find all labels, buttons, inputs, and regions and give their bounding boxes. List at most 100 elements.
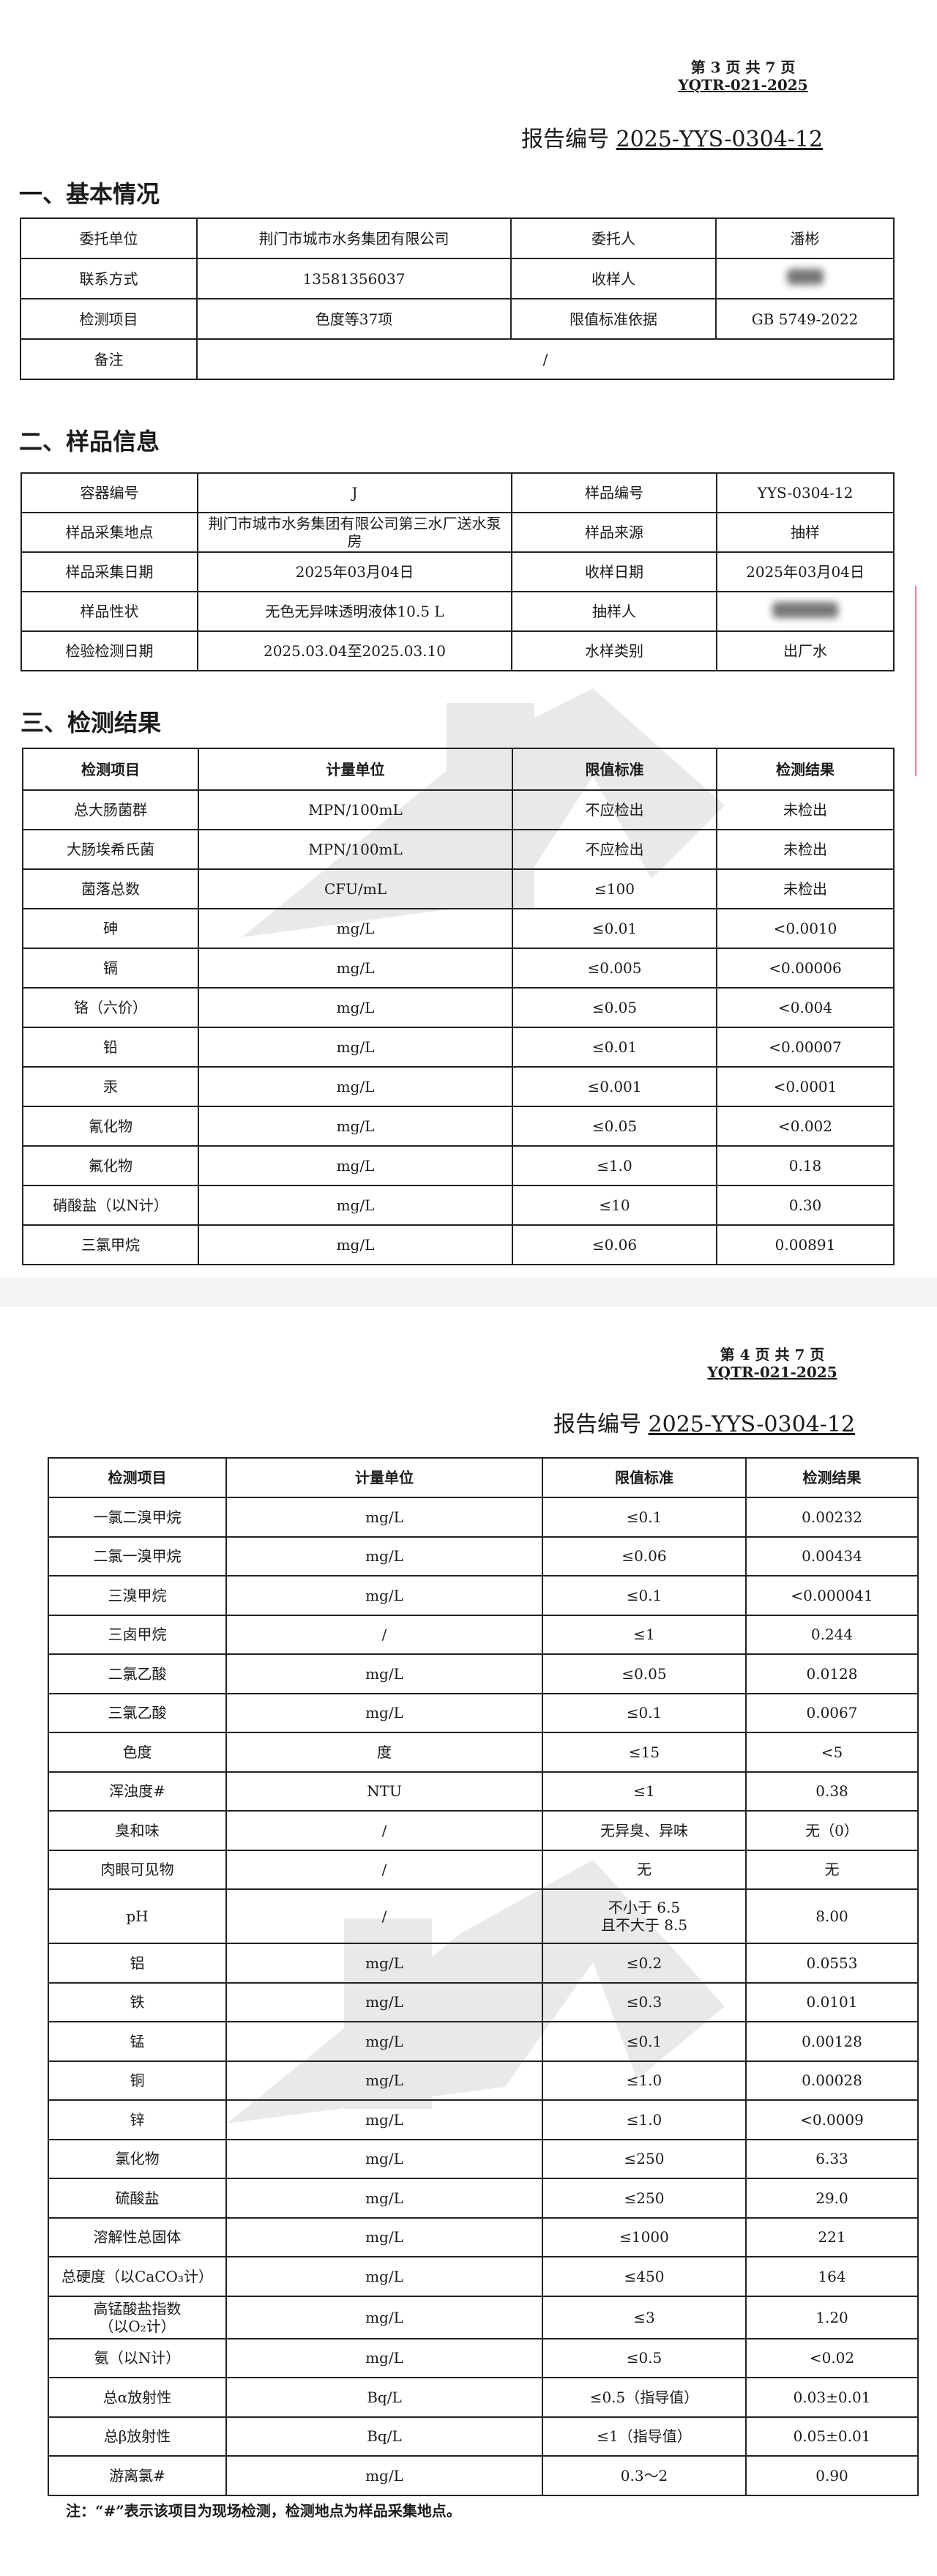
test-result: 0.18 bbox=[716, 1145, 895, 1186]
table-row: 联系方式 13581356037 收样人 bbox=[20, 258, 895, 299]
field-value: 2025年03月04日 bbox=[716, 551, 895, 592]
test-result: <0.0009 bbox=[745, 2099, 919, 2140]
test-result: 1.20 bbox=[745, 2295, 919, 2339]
table-row: 高锰酸盐指数 （以O₂计） mg/L ≤3 1.20 bbox=[48, 2295, 919, 2339]
test-item: 肉眼可见物 bbox=[48, 1849, 227, 1890]
table-row: 氰化物 mg/L ≤0.05 <0.002 bbox=[22, 1106, 895, 1147]
unit: mg/L bbox=[225, 1692, 543, 1733]
test-item: 臭和味 bbox=[48, 1810, 227, 1851]
test-result: 0.38 bbox=[745, 1771, 919, 1812]
test-item: 总硬度（以CaCO₃计） bbox=[48, 2256, 227, 2297]
report-number-label: 报告编号 bbox=[553, 1412, 641, 1437]
form-code: YQTR-021-2025 bbox=[707, 1363, 837, 1381]
unit: Bq/L bbox=[225, 2377, 543, 2418]
unit: mg/L bbox=[225, 1653, 543, 1694]
table-row: 总大肠菌群 MPN/100mL 不应检出 未检出 bbox=[22, 789, 895, 830]
table-row: 样品性状 无色无异味透明液体10.5 L 抽样人 bbox=[20, 591, 895, 632]
table-row: 溶解性总固体 mg/L ≤1000 221 bbox=[48, 2216, 919, 2257]
test-result: <0.00006 bbox=[716, 948, 895, 989]
unit: MPN/100mL bbox=[198, 789, 513, 830]
table-row: 铜 mg/L ≤1.0 0.00028 bbox=[48, 2060, 919, 2101]
table-row: 总α放射性 Bq/L ≤0.5（指导值） 0.03±0.01 bbox=[48, 2377, 919, 2418]
page-separator bbox=[0, 1278, 937, 1307]
unit: mg/L bbox=[225, 1575, 543, 1616]
unit: mg/L bbox=[198, 1027, 513, 1068]
field-label: 样品编号 bbox=[511, 472, 717, 513]
test-result: 0.90 bbox=[745, 2455, 919, 2496]
limit-standard: ≤0.06 bbox=[512, 1224, 717, 1265]
table-row: 浑浊度# NTU ≤1 0.38 bbox=[48, 1771, 919, 1812]
field-value: 色度等37项 bbox=[196, 298, 512, 340]
field-value: 2025.03.04至2025.03.10 bbox=[197, 630, 512, 671]
test-item: 二氯一溴甲烷 bbox=[48, 1535, 227, 1577]
table-row: 检测项目 色度等37项 限值标准依据 GB 5749-2022 bbox=[20, 298, 895, 340]
field-label: 样品采集地点 bbox=[20, 512, 198, 553]
unit: mg/L bbox=[198, 1185, 513, 1226]
limit-standard: ≤250 bbox=[542, 2138, 747, 2179]
unit: / bbox=[225, 1888, 543, 1944]
limit-standard: ≤0.05 bbox=[512, 987, 717, 1028]
test-result: 8.00 bbox=[745, 1888, 919, 1944]
test-result: 无（0） bbox=[745, 1810, 919, 1851]
section-basic-title: 一、基本情况 bbox=[19, 180, 160, 208]
test-result: 0.00434 bbox=[745, 1535, 919, 1577]
limit-standard: ≤1000 bbox=[542, 2216, 747, 2257]
table-row: 锰 mg/L ≤0.1 0.00128 bbox=[48, 2021, 919, 2062]
table-row: 氟化物 mg/L ≤1.0 0.18 bbox=[22, 1145, 895, 1186]
unit: / bbox=[225, 1849, 543, 1890]
test-item: 锌 bbox=[48, 2099, 227, 2140]
limit-standard: ≤450 bbox=[542, 2256, 747, 2297]
redacted-name bbox=[786, 269, 824, 285]
field-label: 水样类别 bbox=[511, 630, 717, 671]
unit: / bbox=[225, 1810, 543, 1851]
table-row: 铬（六价） mg/L ≤0.05 <0.004 bbox=[22, 987, 895, 1028]
test-item: 菌落总数 bbox=[22, 868, 199, 909]
table-row: 锌 mg/L ≤1.0 <0.0009 bbox=[48, 2099, 919, 2140]
unit: MPN/100mL bbox=[198, 829, 513, 870]
limit-standard: ≤3 bbox=[542, 2295, 747, 2339]
test-result: <0.000041 bbox=[745, 1575, 919, 1616]
limit-standard: ≤0.1 bbox=[542, 1497, 747, 1538]
unit: mg/L bbox=[225, 2295, 543, 2339]
limit-standard: ≤250 bbox=[542, 2178, 747, 2219]
test-result: 0.00128 bbox=[745, 2021, 919, 2062]
field-label: 容器编号 bbox=[20, 472, 198, 513]
field-value: 荆门市城市水务集团有限公司 bbox=[196, 217, 512, 259]
limit-standard: ≤0.005 bbox=[512, 948, 717, 989]
test-result: 未检出 bbox=[716, 829, 895, 870]
table-row: 容器编号 J 样品编号 YYS-0304-12 bbox=[20, 472, 895, 513]
limit-standard: ≤0.1 bbox=[542, 1692, 747, 1733]
test-item: 镉 bbox=[22, 948, 199, 989]
limit-standard: ≤0.3 bbox=[542, 1981, 747, 2022]
field-label: 收样人 bbox=[510, 258, 717, 299]
basic-info-table: 委托单位 荆门市城市水务集团有限公司 委托人 潘彬 联系方式 13581356037 收样人… bbox=[20, 217, 895, 380]
test-item: 一氯二溴甲烷 bbox=[48, 1497, 227, 1538]
column-header: 计量单位 bbox=[198, 748, 513, 791]
table-row: 三卤甲烷 / ≤1 0.244 bbox=[48, 1614, 919, 1655]
test-item: 三氯乙酸 bbox=[48, 1692, 227, 1733]
test-result: 0.05±0.01 bbox=[745, 2416, 919, 2457]
unit: Bq/L bbox=[225, 2416, 543, 2457]
test-result: 164 bbox=[745, 2256, 919, 2297]
form-code: YQTR-021-2025 bbox=[678, 76, 808, 94]
test-result: 0.0101 bbox=[745, 1981, 919, 2022]
table-row: 委托单位 荆门市城市水务集团有限公司 委托人 潘彬 bbox=[20, 217, 895, 259]
test-item: 铅 bbox=[22, 1027, 199, 1068]
field-label: 收样日期 bbox=[511, 551, 717, 592]
test-result: 0.03±0.01 bbox=[745, 2377, 919, 2418]
unit: mg/L bbox=[198, 948, 513, 989]
test-item: 三卤甲烷 bbox=[48, 1614, 227, 1655]
page-header-info: 第 3 页 共 7 页 YQTR-021-2025 bbox=[673, 59, 813, 94]
test-item: 总大肠菌群 bbox=[22, 789, 199, 830]
test-item: 三溴甲烷 bbox=[48, 1575, 227, 1616]
unit: mg/L bbox=[225, 2178, 543, 2219]
table-row: 氯化物 mg/L ≤250 6.33 bbox=[48, 2138, 919, 2179]
test-item: 氟化物 bbox=[22, 1145, 199, 1186]
table-row: 备注 / bbox=[20, 338, 895, 380]
unit: mg/L bbox=[225, 1943, 543, 1984]
table-row: 样品采集日期 2025年03月04日 收样日期 2025年03月04日 bbox=[20, 551, 895, 592]
footnote: 注：“#”表示该项目为现场检测，检测地点为样品采集地点。 bbox=[66, 2502, 461, 2520]
field-value: 抽样 bbox=[716, 512, 895, 553]
table-row: 铁 mg/L ≤0.3 0.0101 bbox=[48, 1981, 919, 2022]
test-result: 未检出 bbox=[716, 789, 895, 830]
